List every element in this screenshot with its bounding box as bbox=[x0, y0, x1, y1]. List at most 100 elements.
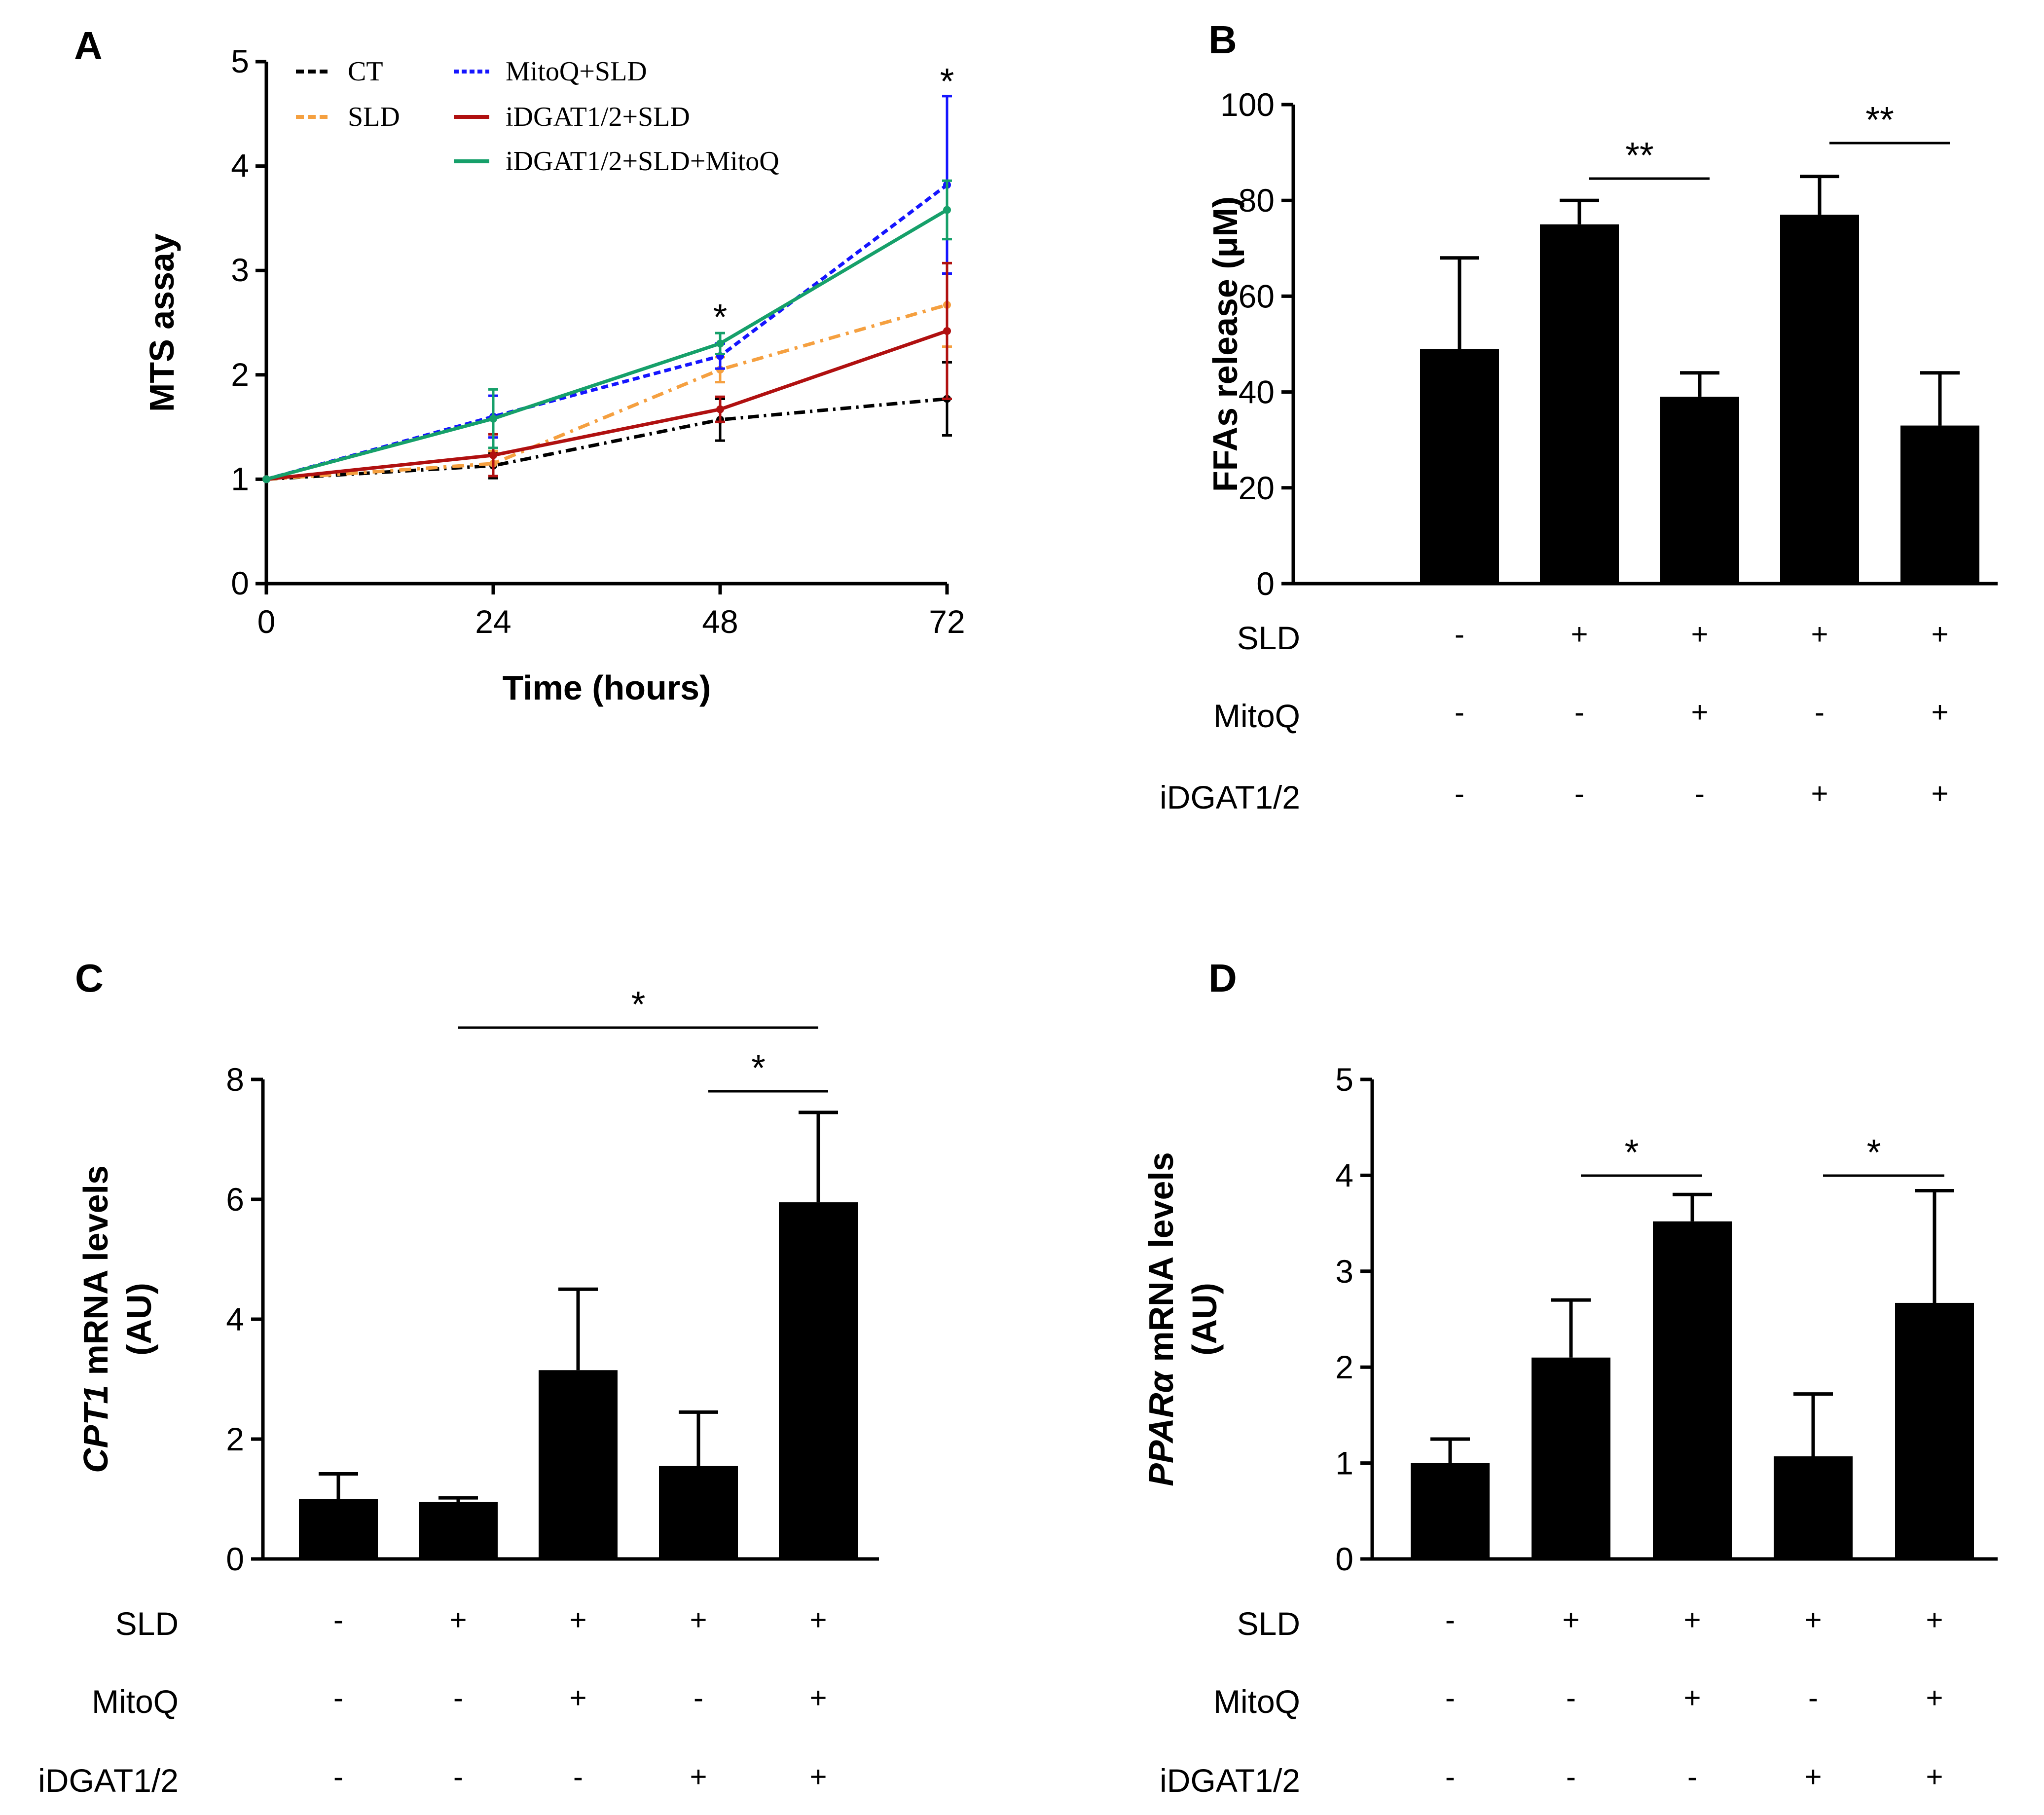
condition-sign: - bbox=[1445, 1681, 1455, 1714]
series-idgat1-2-sld bbox=[262, 261, 952, 483]
y-axis-title-unit: (AU) bbox=[120, 1283, 158, 1356]
panel-letter-b: B bbox=[1208, 18, 1237, 62]
condition-sign: - bbox=[1445, 1603, 1455, 1636]
y-tick-label: 60 bbox=[1239, 278, 1275, 314]
significance-marker: * bbox=[631, 984, 646, 1025]
condition-sign: + bbox=[1931, 618, 1948, 651]
condition-label-sld: SLD bbox=[1237, 1605, 1300, 1642]
series-line bbox=[266, 183, 949, 481]
y-tick-label: 5 bbox=[231, 43, 249, 79]
condition-sign: + bbox=[1811, 777, 1828, 810]
condition-label-mitoq: MitoQ bbox=[92, 1683, 179, 1720]
condition-sign: + bbox=[1691, 696, 1708, 729]
condition-label-idgat1-2: iDGAT1/2 bbox=[38, 1762, 179, 1799]
data-point bbox=[489, 451, 497, 459]
panel-a: A 0 1 2 3 4 5 0 24 48 72 Time (hours) MTS assay * * CT S… bbox=[74, 24, 965, 707]
condition-sign: + bbox=[1926, 1603, 1943, 1636]
significance-marker: * bbox=[1867, 1132, 1881, 1173]
y-tick-label: 3 bbox=[231, 252, 249, 288]
condition-sign: - bbox=[1455, 777, 1464, 810]
condition-sign: + bbox=[1931, 777, 1948, 810]
condition-sign: - bbox=[1574, 696, 1584, 729]
legend-label: CT bbox=[348, 56, 383, 87]
y-tick-label: 0 bbox=[1256, 565, 1275, 602]
y-tick-label: 100 bbox=[1220, 86, 1275, 123]
condition-sign: - bbox=[1695, 777, 1705, 810]
condition-label-mitoq: MitoQ bbox=[1213, 1683, 1300, 1720]
y-axis-title-rest: mRNA levels bbox=[76, 1165, 115, 1385]
y-axis-title-gene: PPARα bbox=[1142, 1370, 1180, 1486]
y-tick-label: 1 bbox=[231, 460, 249, 497]
legend-label: SLD bbox=[348, 102, 400, 132]
y-tick-label: 2 bbox=[226, 1421, 244, 1457]
y-tick-label: 0 bbox=[231, 565, 249, 601]
significance-marker: * bbox=[713, 296, 728, 337]
data-point bbox=[943, 206, 951, 214]
condition-sign: + bbox=[1683, 1681, 1701, 1714]
condition-sign: + bbox=[569, 1681, 586, 1714]
condition-sign: - bbox=[453, 1681, 463, 1714]
significance-marker: * bbox=[940, 61, 954, 102]
x-tick-label: 0 bbox=[257, 603, 276, 640]
condition-sign: - bbox=[453, 1760, 463, 1793]
bar bbox=[539, 1370, 618, 1559]
condition-label-mitoq: MitoQ bbox=[1213, 698, 1300, 734]
series-line bbox=[266, 208, 948, 481]
condition-sign: + bbox=[809, 1760, 827, 1793]
condition-sign: + bbox=[1926, 1760, 1943, 1793]
bar bbox=[1532, 1357, 1610, 1559]
condition-sign: + bbox=[1570, 618, 1588, 651]
bar bbox=[1653, 1221, 1732, 1559]
condition-sign: - bbox=[1808, 1681, 1818, 1714]
bar bbox=[1895, 1302, 1974, 1559]
condition-sign: - bbox=[333, 1603, 343, 1636]
condition-sign: - bbox=[1455, 618, 1464, 651]
y-tick-label: 6 bbox=[226, 1181, 244, 1218]
condition-sign: + bbox=[1804, 1603, 1822, 1636]
condition-sign: - bbox=[1815, 696, 1825, 729]
condition-sign: + bbox=[809, 1681, 827, 1714]
y-tick-label: 8 bbox=[226, 1061, 244, 1098]
y-tick-label: 2 bbox=[1335, 1349, 1353, 1385]
condition-sign: + bbox=[449, 1603, 467, 1636]
condition-sign: + bbox=[690, 1760, 707, 1793]
panel-d: D 0 1 2 3 4 5 PPARα mRNA levels (AU) * * SLD - + + + + Mi… bbox=[1142, 956, 1998, 1799]
x-tick-label: 48 bbox=[702, 603, 738, 640]
y-tick-label: 0 bbox=[1335, 1541, 1353, 1577]
condition-sign: + bbox=[1804, 1760, 1822, 1793]
y-tick-label: 1 bbox=[1335, 1445, 1353, 1482]
panel-b: B 0 20 40 60 80 100 FFAs release (μM) ** ** SLD - + +… bbox=[1160, 18, 1998, 815]
bar bbox=[1780, 215, 1859, 584]
x-tick-label: 72 bbox=[929, 603, 965, 640]
condition-sign: - bbox=[333, 1760, 343, 1793]
condition-label-sld: SLD bbox=[115, 1605, 179, 1642]
condition-sign: - bbox=[1566, 1681, 1576, 1714]
bar bbox=[299, 1499, 378, 1559]
condition-sign: + bbox=[1562, 1603, 1579, 1636]
condition-sign: - bbox=[694, 1681, 703, 1714]
y-tick-label: 80 bbox=[1239, 182, 1275, 219]
panel-letter-c: C bbox=[75, 956, 104, 1000]
bar bbox=[419, 1502, 498, 1559]
condition-sign: + bbox=[690, 1603, 707, 1636]
bar bbox=[659, 1466, 738, 1559]
data-point bbox=[716, 405, 724, 413]
bar bbox=[1660, 397, 1739, 584]
y-tick-label: 20 bbox=[1239, 470, 1275, 506]
panel-c: C 0 2 4 6 8 CPT1 mRNA levels (AU) * * SLD - + + + + Mito… bbox=[38, 956, 879, 1799]
condition-sign: - bbox=[1455, 696, 1464, 729]
condition-sign: + bbox=[1926, 1681, 1943, 1714]
y-axis-title: MTS assay bbox=[143, 233, 181, 412]
condition-sign: + bbox=[1931, 696, 1948, 729]
condition-label-idgat1-2: iDGAT1/2 bbox=[1160, 1762, 1300, 1799]
condition-sign: - bbox=[333, 1681, 343, 1714]
bar bbox=[1411, 1463, 1490, 1559]
legend-label: MitoQ+SLD bbox=[506, 56, 647, 87]
condition-sign: - bbox=[573, 1760, 583, 1793]
condition-sign: - bbox=[1566, 1760, 1576, 1793]
significance-marker: ** bbox=[1865, 99, 1894, 140]
y-axis-title: FFAs release (μM) bbox=[1206, 196, 1244, 492]
y-tick-label: 4 bbox=[1335, 1157, 1353, 1193]
condition-sign: + bbox=[569, 1603, 586, 1636]
